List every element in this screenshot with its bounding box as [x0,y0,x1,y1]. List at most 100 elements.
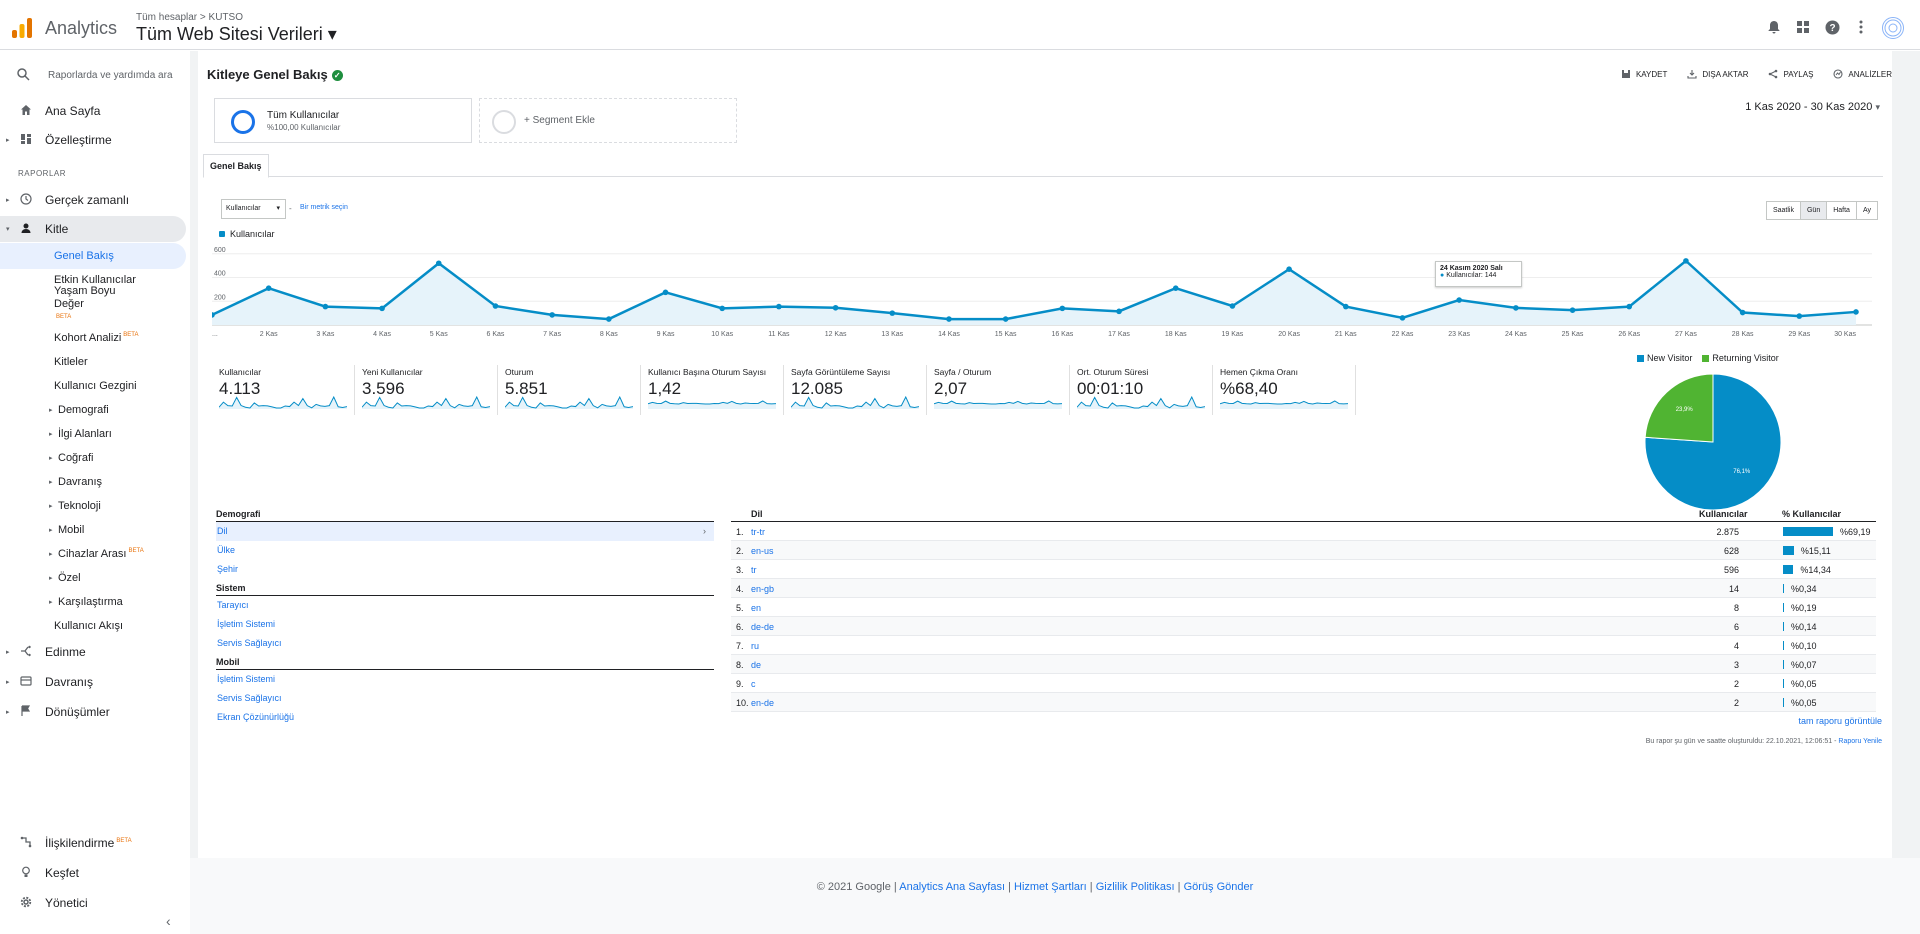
sidebar-item-admin[interactable]: Yönetici [0,890,186,916]
data-point[interactable] [1229,303,1236,309]
demo-link-browser[interactable]: Tarayıcı [217,600,249,610]
sidebar-item-custom[interactable]: ▸ Özel [49,572,81,584]
data-point[interactable] [1456,297,1462,303]
visitor-pie-chart[interactable]: 76,1% 23,9% [1644,373,1782,511]
demo-link-city[interactable]: Şehir [217,564,239,574]
data-point[interactable] [1853,309,1859,315]
sidebar-item-demographics[interactable]: ▸ Demografi [49,404,109,416]
kpi-avg-session-duration[interactable]: Ort. Oturum Süresi 00:01:10 [1070,365,1213,415]
add-segment-button[interactable]: + Segment Ekle [479,98,737,143]
footer-link-home[interactable]: Analytics Ana Sayfası [899,881,1006,893]
account-avatar[interactable] [1882,17,1904,39]
sidebar-item-benchmarking[interactable]: ▸ Karşılaştırma [49,596,123,608]
data-point[interactable] [1796,313,1803,319]
sidebar-item-interests[interactable]: ▸ İlgi Alanları [49,428,112,440]
demo-link-os[interactable]: İşletim Sistemi [217,619,276,629]
tab-overview[interactable]: Genel Bakış [203,154,269,178]
data-point[interactable] [1172,285,1179,291]
collapse-sidebar-icon[interactable]: ‹ [166,913,171,929]
sidebar-item-lifetime-value[interactable]: Yaşam Boyu Değer BETA [54,285,116,321]
language-link[interactable]: c [751,679,756,689]
period-week-button[interactable]: Hafta [1827,202,1857,219]
date-range-picker[interactable]: 1 Kas 2020 - 30 Kas 2020 ▾ [1745,101,1880,113]
footer-link-terms[interactable]: Hizmet Şartları [1014,881,1087,893]
data-point[interactable] [265,285,272,291]
data-point[interactable] [1116,308,1122,315]
language-link[interactable]: en-gb [751,584,775,594]
data-point[interactable] [832,304,839,311]
property-selector[interactable]: Tüm Web Sitesi Verileri ▾ [136,24,337,44]
kpi-pages-per-session[interactable]: Sayfa / Oturum 2,07 [927,365,1070,415]
sidebar-item-acquisition[interactable]: ▸ Edinme [6,645,86,659]
sidebar-item-cohort[interactable]: Kohort Analizi BETA [54,332,139,344]
language-link[interactable]: de [751,660,762,670]
data-point[interactable] [889,310,896,316]
language-link[interactable]: de-de [751,622,775,632]
kpi-sessions-per-user[interactable]: Kullanıcı Başına Oturum Sayısı 1,42 [641,365,784,415]
data-point[interactable] [435,260,442,267]
notifications-bell-icon[interactable] [1766,20,1782,36]
breadcrumb[interactable]: Tüm hesaplar > KUTSO [136,12,243,23]
data-point[interactable] [1683,258,1689,264]
kpi-new-users[interactable]: Yeni Kullanıcılar 3.596 [355,365,498,415]
sidebar-item-realtime[interactable]: ▸ Gerçek zamanlı [6,192,130,207]
refresh-report-link[interactable]: Raporu Yenile [1838,738,1882,745]
data-point[interactable] [662,289,669,296]
sidebar-item-behavior[interactable]: ▸ Davranış [49,476,103,488]
period-month-button[interactable]: Ay [1862,207,1871,214]
sidebar-item-mobile[interactable]: ▸ Mobil [49,524,85,536]
data-point[interactable] [1286,266,1292,272]
sidebar-item-user-flow[interactable]: Kullanıcı Akışı [54,620,124,632]
insights-button[interactable]: ANALİZLER [1833,69,1892,79]
kpi-bounce-rate[interactable]: Hemen Çıkma Oranı %68,40 [1213,365,1356,415]
sidebar-item-home[interactable]: Ana Sayfa [0,98,186,124]
period-hourly-button[interactable]: Saatlik [1767,202,1801,219]
language-link[interactable]: ru [751,641,760,651]
data-point[interactable] [1399,315,1406,321]
language-link[interactable]: en-us [751,546,774,556]
data-point[interactable] [1513,305,1519,311]
help-icon[interactable]: ? [1824,20,1840,36]
share-button[interactable]: PAYLAŞ [1768,69,1813,79]
data-point[interactable] [606,316,612,322]
sidebar-item-user-explorer[interactable]: Kullanıcı Gezgini [54,380,137,392]
sidebar-item-customization[interactable]: ▸ Özelleştirme [6,133,112,147]
data-point[interactable] [1569,307,1576,313]
language-link[interactable]: tr [751,565,757,575]
data-point[interactable] [1626,303,1633,310]
data-point[interactable] [379,305,385,312]
pie-slice[interactable] [1644,373,1714,443]
footer-link-privacy[interactable]: Gizlilik Politikası [1095,881,1175,893]
data-point[interactable] [719,305,726,312]
sidebar-item-technology[interactable]: ▸ Teknoloji [49,500,101,512]
data-point[interactable] [946,316,952,322]
analytics-logo-icon[interactable] [11,17,33,39]
metric-select[interactable]: Kullanıcılar ▾ [221,199,286,219]
demo-link-screen-res[interactable]: Ekran Çözünürlüğü [217,712,295,722]
demo-link-isp[interactable]: Servis Sağlayıcı [217,638,282,648]
sidebar-item-cross-device[interactable]: ▸ Cihazlar Arası BETA [49,548,144,560]
demo-link-country[interactable]: Ülke [217,545,236,555]
more-vert-icon[interactable] [1853,20,1869,36]
select-metric-link[interactable]: Bir metrik seçin [300,204,348,211]
segment-all-users[interactable]: Tüm Kullanıcılar %100,00 Kullanıcılar [214,98,472,143]
sidebar-item-audience[interactable]: ▾ Kitle [0,216,186,242]
data-point[interactable] [492,303,499,309]
kpi-users[interactable]: Kullanıcılar 4.113 [212,365,355,415]
language-link[interactable]: tr-tr [751,527,765,537]
users-line-chart[interactable]: 200 400 600... 2 Kas 3 Kas 4 Kas 5 Kas 6 Kas 7 K… [212,241,1872,341]
demo-link-mobile-isp[interactable]: Servis Sağlayıcı [217,693,282,703]
apps-grid-icon[interactable] [1795,20,1811,36]
data-point[interactable] [1059,305,1066,312]
data-point[interactable] [322,303,329,310]
kpi-pageviews[interactable]: Sayfa Görüntüleme Sayısı 12.085 [784,365,927,415]
data-point[interactable] [549,312,555,318]
full-report-link[interactable]: tam raporu görüntüle [1798,716,1882,726]
sidebar-item-audiences[interactable]: Kitleler [54,356,88,368]
data-point[interactable] [1342,303,1349,310]
demo-link-mobile-os[interactable]: İşletim Sistemi [217,674,276,684]
sidebar-item-active-users[interactable]: Etkin Kullanıcılar [54,274,136,286]
demo-link-language[interactable]: Dil › [216,522,714,541]
sidebar-item-conversions[interactable]: ▸ Dönüşümler [6,704,110,719]
sidebar-search[interactable]: Raporlarda ve yardımda ara [0,61,190,91]
